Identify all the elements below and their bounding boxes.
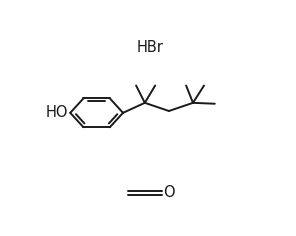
- Text: HO: HO: [46, 105, 68, 120]
- Text: O: O: [163, 185, 175, 200]
- Text: HBr: HBr: [137, 40, 164, 55]
